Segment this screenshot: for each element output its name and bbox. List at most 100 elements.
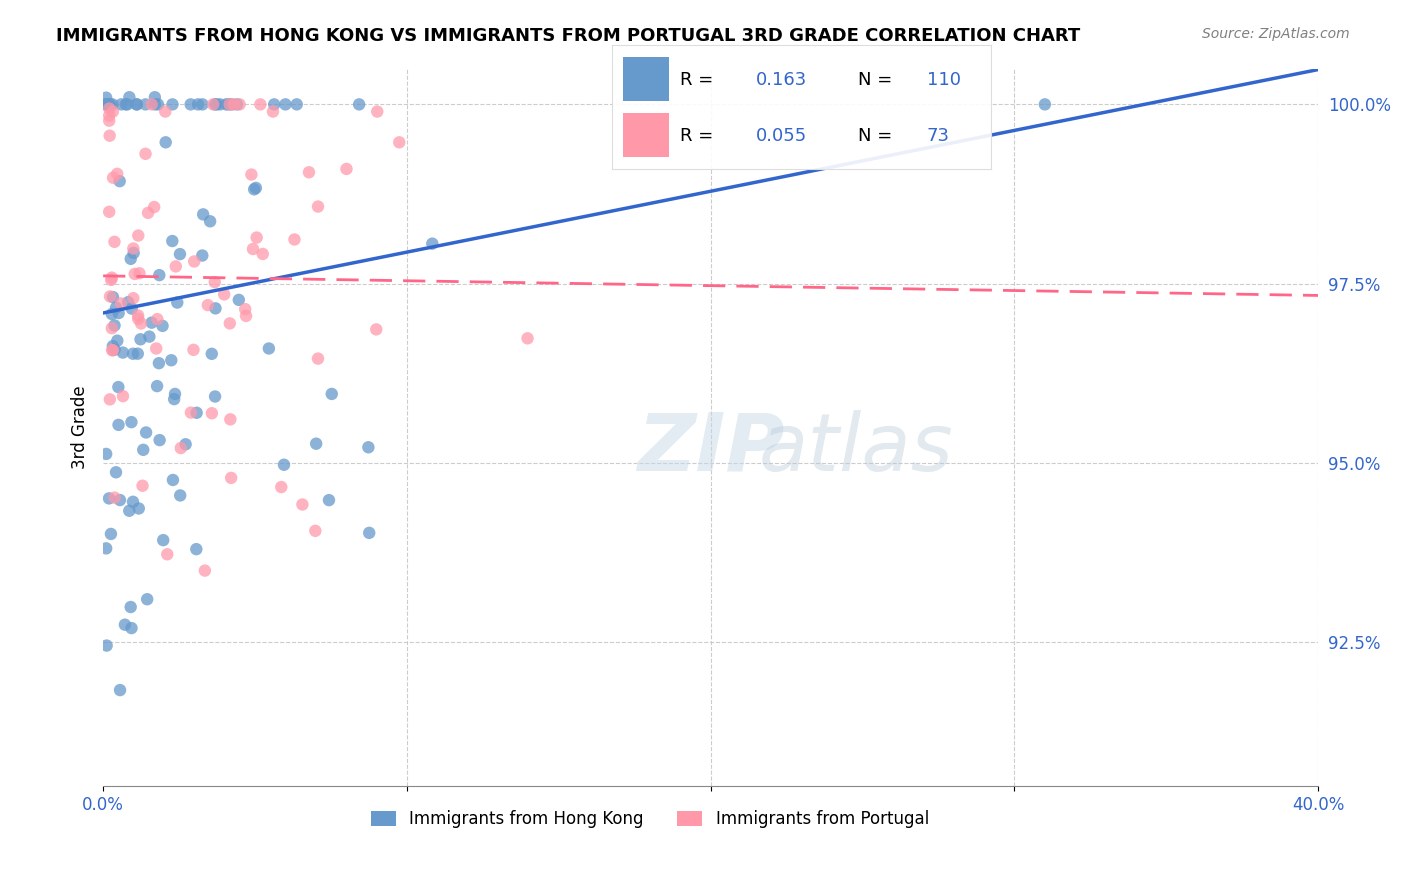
hk [186,406,208,420]
pt [366,322,388,336]
pt [98,113,121,128]
hk [117,295,139,310]
hk [122,495,145,509]
hk [127,347,149,361]
pt [283,232,305,246]
hk [191,97,214,112]
hk [148,268,170,282]
pt [98,102,121,116]
Text: IMMIGRANTS FROM HONG KONG VS IMMIGRANTS FROM PORTUGAL 3RD GRADE CORRELATION CHAR: IMMIGRANTS FROM HONG KONG VS IMMIGRANTS … [56,27,1080,45]
hk [96,97,118,112]
pt [219,471,242,485]
hk [204,97,226,112]
pt [180,406,202,420]
hk [228,293,250,307]
pt [183,254,205,268]
hk [141,316,163,330]
pt [307,351,329,366]
pt [298,165,321,179]
hk [120,415,142,429]
hk [162,473,184,487]
hk [221,97,243,112]
hk [96,97,118,112]
hk [132,442,155,457]
pt [104,491,127,505]
hk [186,542,208,557]
pt [111,389,134,403]
hk [135,425,157,440]
Text: Source: ZipAtlas.com: Source: ZipAtlas.com [1202,27,1350,41]
hk [96,447,118,461]
hk [226,97,249,112]
hk [204,390,226,404]
pt [246,230,269,244]
hk [160,353,183,368]
pt [101,270,124,285]
hk [108,493,131,508]
pt [155,104,177,119]
pt [105,167,128,181]
pt [101,170,124,185]
hk [107,306,129,320]
pt [128,266,150,280]
hk [155,136,177,150]
pt [98,289,121,303]
Text: 0.055: 0.055 [756,127,807,145]
hk [125,97,148,112]
pt [165,260,187,274]
hk [204,301,226,316]
pt [156,547,179,561]
hk [120,600,142,615]
hk [146,97,169,112]
hk [263,97,285,112]
hk [152,318,174,333]
hk [97,97,120,112]
Text: 0.163: 0.163 [756,70,807,88]
Text: 73: 73 [927,127,949,145]
hk [115,97,138,112]
hk [101,97,124,112]
hk [273,458,295,472]
hk [97,97,120,112]
hk [107,417,129,432]
hk [97,97,120,112]
hk [107,380,129,394]
pt [110,296,132,310]
hk [111,345,134,359]
pt [136,206,159,220]
pt [197,298,219,312]
Y-axis label: 3rd Grade: 3rd Grade [72,385,89,469]
Text: 110: 110 [927,70,960,88]
Text: R =: R = [681,70,718,88]
hk [218,97,240,112]
hk [208,97,231,112]
pt [145,342,167,356]
pt [304,524,326,538]
hk [169,488,191,502]
pt [194,564,217,578]
hk [1033,97,1056,112]
hk [115,97,138,112]
hk [191,207,214,221]
hk [101,307,124,321]
pt [222,97,245,112]
hk [359,525,381,540]
pt [103,235,125,249]
hk [108,683,131,698]
Bar [623,57,669,101]
Legend: Immigrants from Hong Kong, Immigrants from Portugal: Immigrants from Hong Kong, Immigrants fr… [364,804,935,835]
hk [129,332,152,346]
hk [166,295,188,310]
pt [218,317,240,331]
pt [183,343,205,357]
pt [131,479,153,493]
hk [96,90,118,104]
pt [101,104,124,119]
hk [318,493,340,508]
hk [152,533,174,548]
pt [516,331,538,345]
pt [249,97,271,112]
hk [149,433,172,447]
pt [204,275,226,289]
hk [162,97,184,112]
